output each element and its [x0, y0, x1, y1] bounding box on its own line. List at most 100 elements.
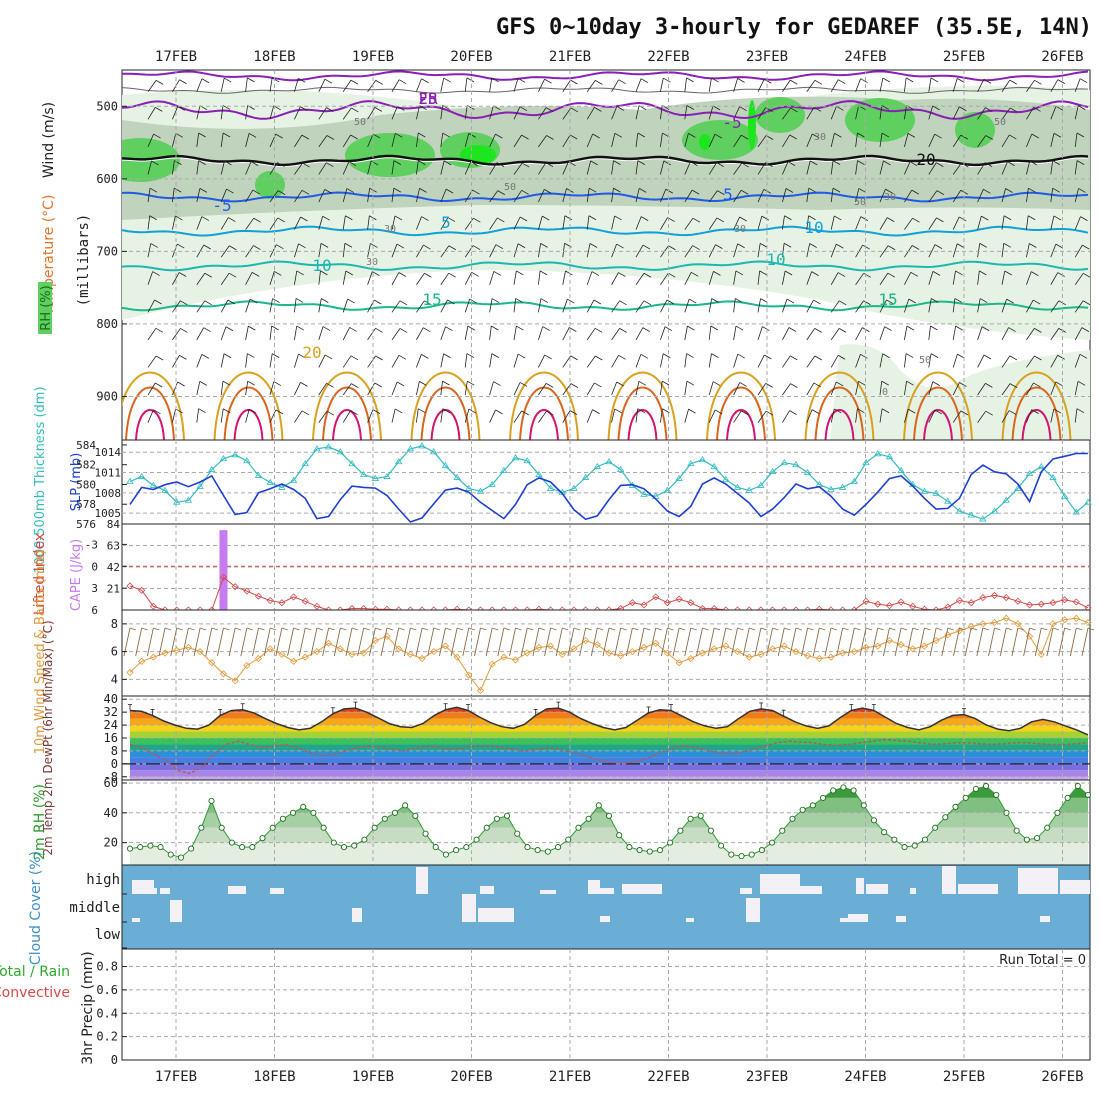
surface-wind-barb: [847, 627, 855, 657]
lifted-index-point: [313, 602, 321, 610]
wind-barb-staff: [806, 188, 810, 203]
thickness-point: [453, 473, 461, 480]
wind-barb-staff: [342, 410, 351, 423]
wind-barb-flag: [394, 215, 403, 221]
surface-wind-barb: [146, 627, 154, 657]
thickness-point: [254, 471, 263, 478]
dewpoint-line: [129, 738, 1089, 775]
rh2m-point: [249, 844, 256, 851]
wind-barb-flag: [153, 133, 161, 139]
wind-barb-flag: [716, 162, 724, 167]
wind-barb-staff: [708, 190, 718, 203]
wind-barb-flag: [931, 298, 939, 303]
wind-content: [122, 610, 1095, 696]
wind-barb-flag: [424, 272, 432, 278]
wind-barb-staff: [147, 160, 152, 175]
wind-barb-staff: [879, 77, 884, 92]
wind-barb-flag: [834, 215, 842, 221]
surface-wind-flag: [1029, 627, 1036, 631]
wind-barb-flag: [545, 383, 554, 388]
rh2m-point: [626, 844, 633, 851]
lifted-index-point: [663, 599, 671, 607]
thickness-point: [1072, 508, 1081, 515]
wind-speed-point: [325, 639, 333, 647]
wind-barb-staff: [367, 382, 376, 396]
wind-barb-flag: [790, 355, 798, 361]
surface-wind-flag: [597, 627, 604, 631]
date-label-top: 22FEB: [647, 49, 689, 65]
wind-barb-flag: [277, 217, 285, 223]
wind-barb-flag: [567, 298, 575, 304]
cloud-clear-high: [760, 874, 800, 894]
wind-barb-flag: [616, 243, 624, 249]
wind-barb-staff: [733, 134, 742, 148]
wind-barb-flag: [495, 409, 503, 415]
lifted-tick-label: 6: [91, 604, 98, 617]
wind-barb-flag: [594, 382, 602, 388]
surface-wind-barb: [252, 627, 259, 657]
thickness-point: [359, 470, 368, 477]
wind-barb-flag: [394, 408, 403, 414]
wind-barb-flag: [857, 132, 865, 138]
wind-barb-staff: [391, 188, 395, 203]
wind-barb-flag: [545, 107, 554, 112]
wind-barb-staff: [1050, 355, 1059, 368]
tick-label: 40: [104, 806, 118, 820]
wind-barb-flag: [223, 77, 232, 83]
tick-label: 0.2: [96, 1030, 118, 1044]
wind-barb-staff: [928, 244, 936, 258]
thickness-point: [313, 445, 321, 452]
wind-barb-staff: [416, 300, 425, 313]
wind-barb-flag: [222, 132, 231, 138]
wind-barb-flag: [637, 132, 646, 138]
wind-barb-flag: [370, 160, 379, 166]
wind-barb-flag: [419, 105, 427, 111]
wind-barb-flag: [837, 354, 846, 360]
thickness-point: [768, 467, 777, 475]
wind-barb-staff: [269, 77, 273, 92]
wind-barb-flag: [934, 409, 943, 415]
surface-wind-barb: [287, 627, 295, 657]
wind-barb-flag: [905, 353, 914, 358]
cloud-clear-high: [866, 884, 888, 894]
wind-barb-staff: [1001, 410, 1010, 423]
surface-wind-barb: [1046, 627, 1054, 657]
wind-barb-staff: [611, 160, 614, 175]
wind-barb-staff: [611, 272, 619, 285]
wind-barb-staff: [904, 189, 913, 203]
precip-frame: [121, 948, 1091, 1061]
wind-barb-flag: [762, 326, 770, 331]
wind-barb-staff: [708, 409, 716, 423]
wind-barb-flag: [495, 244, 504, 250]
wind-barb-staff: [586, 188, 590, 203]
wind-speed-point: [733, 648, 742, 656]
cloud-content: [132, 866, 1090, 922]
wind-barb-staff: [1050, 160, 1054, 175]
wind-barb-flag: [662, 408, 670, 414]
rh2m-point: [402, 802, 409, 809]
thickness-point: [441, 461, 450, 469]
thickness-tick-label: 576: [76, 518, 96, 531]
wind-barb-staff: [879, 245, 889, 258]
thickness-point: [780, 458, 788, 466]
surface-wind-barb: [1034, 627, 1042, 657]
rh2m-point: [901, 844, 908, 851]
wind-barb-staff: [464, 326, 469, 340]
wind-barb-flag: [961, 162, 969, 168]
rh2m-point: [677, 827, 684, 834]
wind-barb-staff: [977, 216, 982, 230]
wind-barb-flag: [1052, 187, 1060, 193]
wind-barb-flag: [271, 325, 279, 331]
surface-wind-barb: [649, 627, 657, 657]
wind-speed-point: [558, 650, 566, 658]
wind-barb-staff: [806, 215, 809, 230]
surface-wind-flag: [550, 627, 557, 631]
wind-barb-flag: [716, 217, 725, 223]
wind-barb-flag: [1057, 354, 1065, 360]
surface-wind-barb: [438, 627, 446, 657]
wind-barb-flag: [345, 270, 354, 276]
wind-barb-flag: [637, 160, 646, 165]
rh2m-point: [1044, 824, 1051, 831]
wind-barb-staff: [904, 409, 909, 423]
